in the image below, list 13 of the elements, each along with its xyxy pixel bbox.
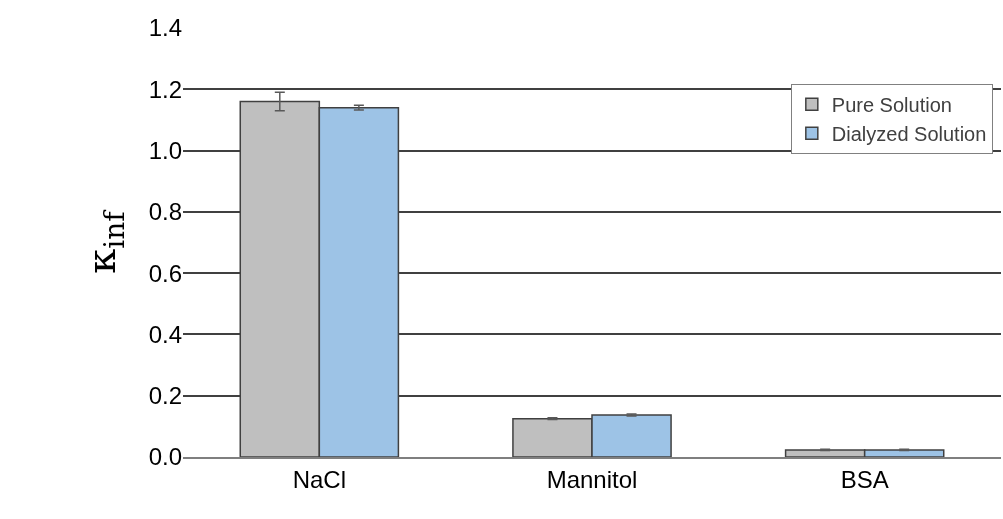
- y-tick-label: 0.2: [148, 382, 182, 410]
- legend-label: Dialyzed Solution: [831, 123, 987, 146]
- x-tick-label: Mannitol: [546, 465, 638, 493]
- y-tick-label: 1.4: [148, 14, 182, 42]
- y-tick-label: 1.0: [148, 136, 182, 164]
- x-tick-label: NaCl: [292, 465, 346, 493]
- y-tick-label: 0.8: [148, 198, 182, 226]
- legend-label: Pure Solution: [831, 94, 952, 117]
- y-tick-label: 0.6: [148, 259, 182, 287]
- y-tick-label: 0.4: [148, 320, 182, 348]
- x-tick-label: BSA: [840, 465, 889, 493]
- y-tick-label: 1.2: [148, 75, 182, 103]
- y-tick-label: 0.0: [148, 443, 182, 471]
